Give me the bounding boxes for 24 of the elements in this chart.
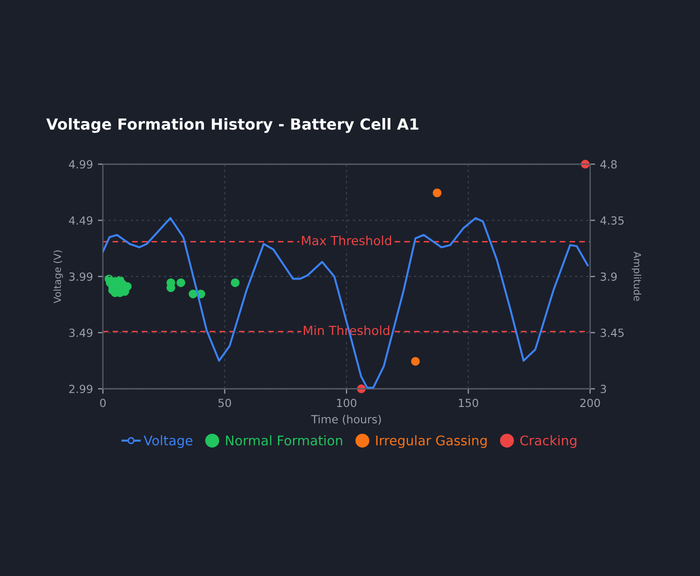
legend-label: Irregular Gassing <box>376 435 487 448</box>
y-axis-title: Voltage (V) <box>53 250 63 304</box>
y2-tick-label: 3.45 <box>600 328 624 338</box>
y-tick-label: 4.49 <box>68 216 92 225</box>
chart-title: Voltage Formation History - Battery Cell A1 <box>46 118 418 133</box>
legend-label: Cracking <box>520 435 576 448</box>
y2-tick-label: 3.9 <box>600 272 617 281</box>
y2-tick-label: 3 <box>600 384 606 394</box>
y-tick-label: 3.99 <box>69 272 92 281</box>
x-tick-label: 100 <box>337 398 356 408</box>
ref-line-label: Max Threshold <box>302 236 392 246</box>
y-tick-label: 2.99 <box>69 384 92 394</box>
x-tick-label: 150 <box>458 398 478 408</box>
legend-label: Normal Formation <box>226 435 342 446</box>
y2-tick-label: 4.8 <box>600 160 617 169</box>
x-tick-label: 50 <box>218 398 232 408</box>
y2-axis-title: Amplitude <box>632 252 642 301</box>
y-tick-label: 3.49 <box>69 328 92 338</box>
y2-tick-label: 4.35 <box>600 216 624 225</box>
x-tick-label: 0 <box>100 398 106 408</box>
y-tick-label: 4.99 <box>68 160 92 169</box>
x-tick-label: 200 <box>580 398 600 408</box>
x-axis-title: Time (hours) <box>311 414 381 425</box>
legend-label: Voltage <box>144 435 192 448</box>
